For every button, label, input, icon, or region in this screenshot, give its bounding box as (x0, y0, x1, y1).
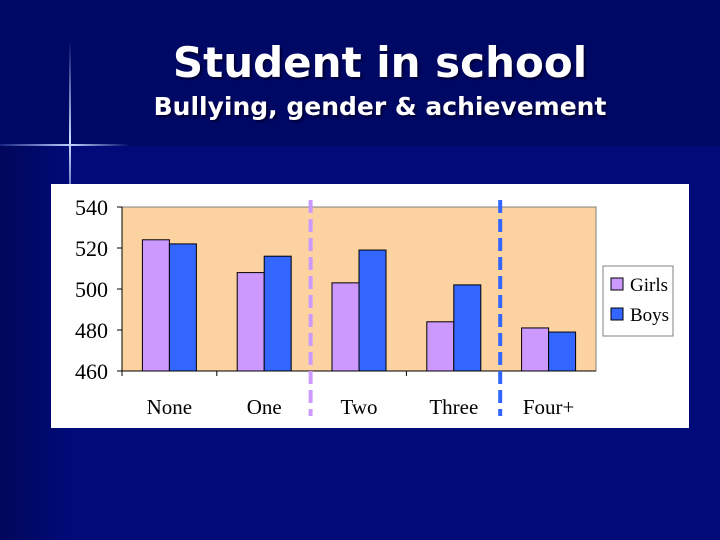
bar-chart: 460 480 500 520 540 None One Two Three Four+ Girls… (75, 195, 674, 419)
chart-panel: 460 480 500 520 540 None One Two Three Four+ Girls… (51, 184, 689, 428)
legend-label-girls: Girls (630, 275, 668, 296)
legend-swatch-boys (610, 307, 624, 321)
legend-label-boys: Boys (630, 305, 669, 326)
sparkle-horizontal (0, 144, 130, 146)
slide-subtitle: Bullying, gender & achievement (153, 92, 607, 121)
bar-girls-one (236, 272, 265, 372)
x-tick-label: Two (340, 395, 377, 419)
bar-boys-three (453, 284, 482, 372)
y-tick-label: 520 (75, 236, 108, 261)
x-tick-label: One (247, 395, 282, 419)
bar-boys-one (263, 255, 292, 372)
x-tick-label: Four+ (523, 395, 575, 419)
legend-swatch-girls (610, 277, 624, 291)
x-tick-label: None (147, 395, 193, 419)
x-tick-label: Three (429, 395, 478, 419)
bar-girls-three (426, 321, 455, 372)
bar-boys-none (168, 243, 197, 372)
y-tick-label: 460 (75, 359, 108, 384)
bar-girls-fourplus (521, 327, 550, 372)
sparkle-vertical (69, 40, 71, 240)
background-title-band (0, 0, 720, 146)
y-tick-label: 480 (75, 318, 108, 343)
y-tick-label: 500 (75, 277, 108, 302)
bar-girls-none (141, 239, 170, 372)
bar-boys-two (358, 249, 387, 372)
bar-boys-fourplus (548, 331, 577, 372)
y-tick-label: 540 (75, 195, 108, 220)
slide-title: Student in school (172, 38, 588, 87)
bar-girls-two (331, 282, 360, 372)
